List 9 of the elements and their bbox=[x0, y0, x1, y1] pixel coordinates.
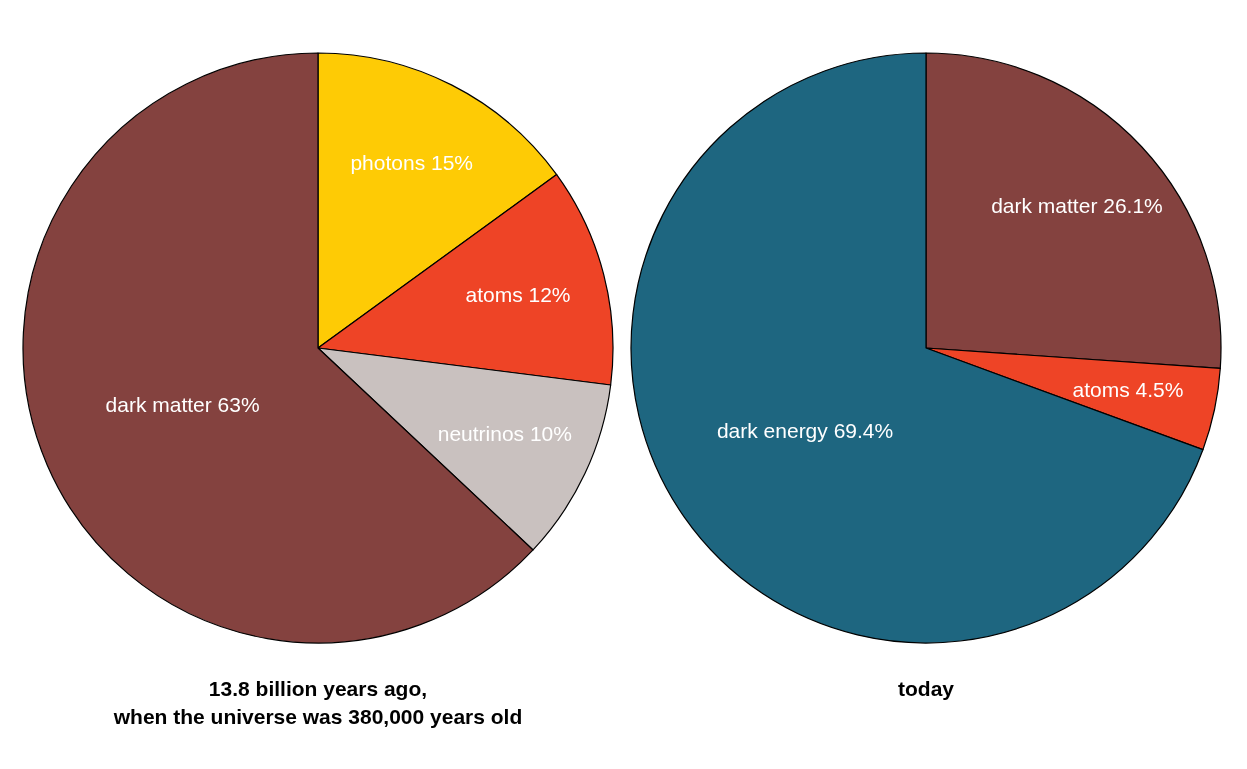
slice-label: dark energy 69.4% bbox=[716, 418, 894, 442]
slice-label: atoms 12% bbox=[465, 283, 571, 307]
text: today bbox=[897, 677, 955, 700]
slice-label: neutrinos 10% bbox=[437, 422, 572, 446]
text: 13.8 billion years ago, when the universe was 380,000 years old bbox=[112, 677, 523, 728]
slice-label: photons 15% bbox=[350, 150, 474, 174]
slice-label: dark matter 63% bbox=[105, 393, 260, 417]
slice-label: atoms 4.5% bbox=[1072, 377, 1184, 401]
slice-label: dark matter 26.1% bbox=[991, 193, 1163, 217]
